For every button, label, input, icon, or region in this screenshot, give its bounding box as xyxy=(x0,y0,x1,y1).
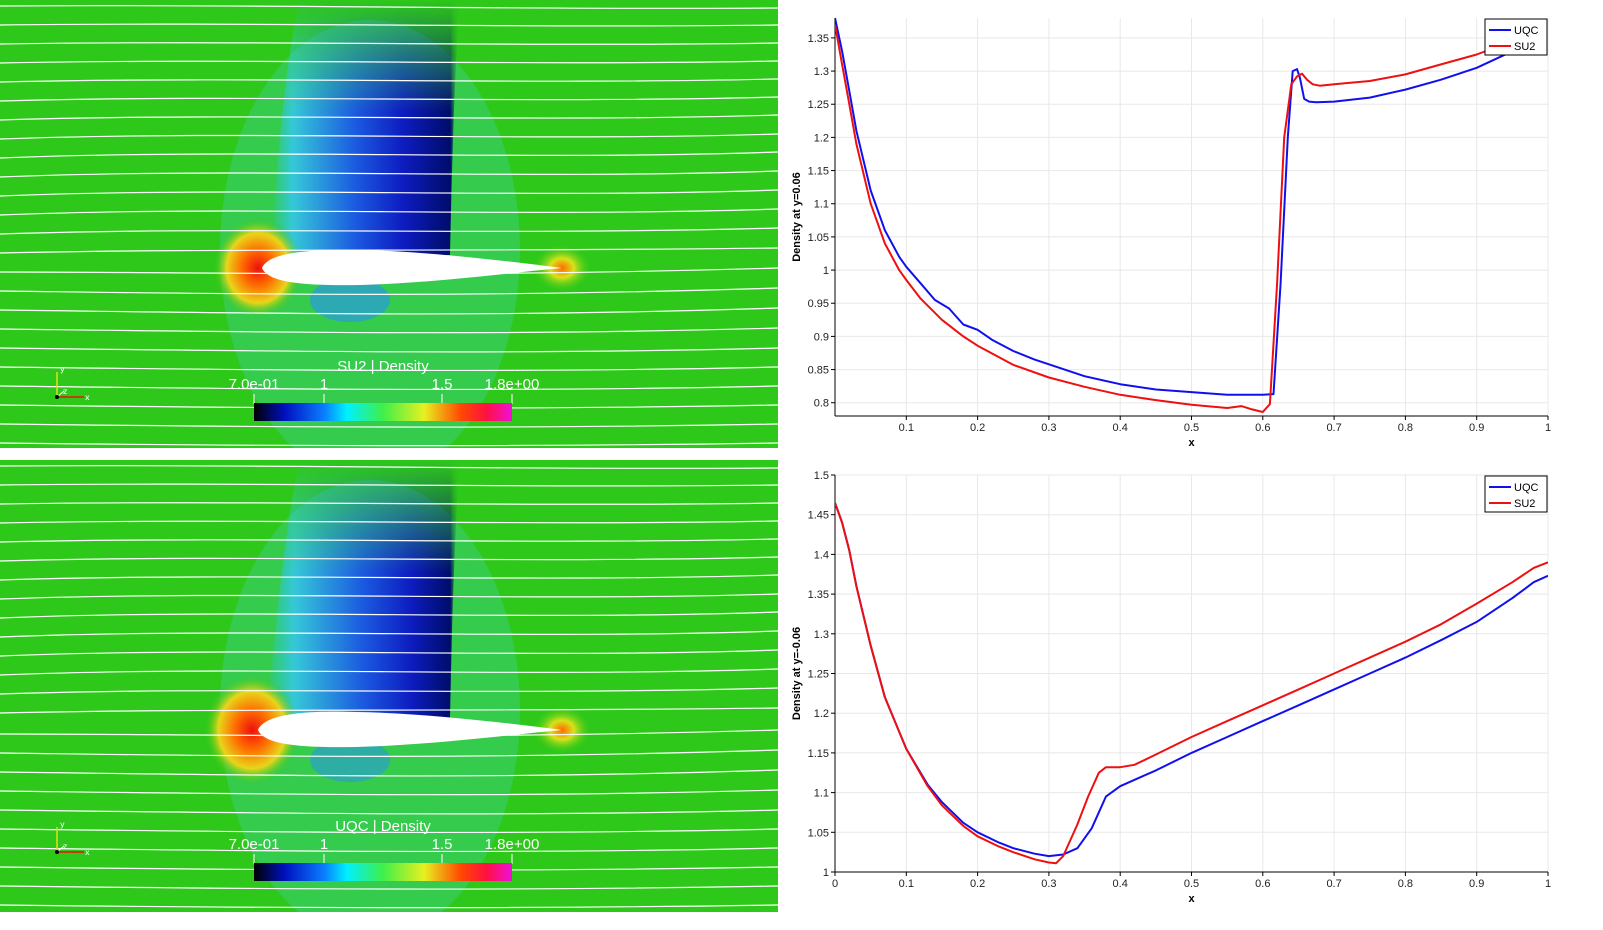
x-tick-label: 0.5 xyxy=(1184,878,1199,890)
chart-background xyxy=(778,0,1603,452)
x-tick-label: 0.7 xyxy=(1326,878,1341,890)
legend-label: UQC xyxy=(1514,25,1539,37)
y-tick-label: 1.1 xyxy=(814,788,829,800)
legend-label: SU2 xyxy=(1514,498,1535,510)
series-line-su2 xyxy=(835,502,1548,865)
x-tick-label: 0 xyxy=(832,878,838,890)
line-chart-bottom: 0 0.1 0.2 0.3 0.4 0.5 0.6 0.7 0.8 0.9 1 1 1.05 1.1 1.1… xyxy=(778,460,1603,912)
x-tick-label: 1 xyxy=(1545,878,1551,890)
gridlines xyxy=(835,18,1549,416)
colorbar-tick-label: 1 xyxy=(320,376,328,393)
y-tick-label: 1.15 xyxy=(808,748,829,760)
x-tick-label: 1 xyxy=(1545,422,1551,434)
colorbar-gradient xyxy=(254,863,512,881)
legend: UQC SU2 xyxy=(1484,18,1548,56)
x-axis-label: x xyxy=(1188,893,1195,905)
axis-label-x: x xyxy=(85,848,90,857)
y-axis-label: Density at y=-0.06 xyxy=(791,627,803,720)
colorbar-tick-label: 1.5 xyxy=(432,376,453,393)
y-tick-label: 1.35 xyxy=(808,33,829,45)
gridlines xyxy=(834,474,1549,873)
y-tick-label: 0.9 xyxy=(814,331,829,343)
colorbar-tick-label: 1 xyxy=(320,836,328,853)
line-chart-top: 0.1 0.2 0.3 0.4 0.5 0.6 0.7 0.8 0.9 1 0.8 0.85 0.9 0.… xyxy=(778,0,1603,452)
streamlines xyxy=(0,4,778,447)
y-tick-label: 1 xyxy=(823,265,829,277)
colorbar-title: SU2 | Density xyxy=(337,358,429,375)
legend: UQC SU2 xyxy=(1484,475,1548,513)
axis-label-y: y xyxy=(60,365,65,374)
axis-label-x: x xyxy=(85,393,90,402)
colorbar: SU2 | Density 7.0e-01 1 1.5 1.8e+00 xyxy=(229,358,540,421)
legend-box xyxy=(1484,18,1548,56)
density-field-uqc: UQC | Density 7.0e-01 1 1.5 1.8e+00 y x … xyxy=(0,460,778,912)
y-tick-label: 1.3 xyxy=(814,629,829,641)
y-tick-label: 1 xyxy=(823,867,829,879)
colorbar: UQC | Density 7.0e-01 1 1.5 1.8e+00 xyxy=(229,818,540,881)
x-tick-label: 0.4 xyxy=(1113,422,1128,434)
colorbar-tick-label: 7.0e-01 xyxy=(229,836,280,853)
y-axis-label: Density at y=0.06 xyxy=(791,172,803,262)
x-tick-label: 0.4 xyxy=(1113,878,1128,890)
x-tick-label: 0.9 xyxy=(1469,878,1484,890)
chart-svg-bottom: 0 0.1 0.2 0.3 0.4 0.5 0.6 0.7 0.8 0.9 1 1 1.05 1.1 1.1… xyxy=(778,460,1603,912)
x-tick-label: 0.3 xyxy=(1041,422,1056,434)
x-tick-label: 0.2 xyxy=(970,422,985,434)
y-tick-label: 0.8 xyxy=(814,398,829,410)
y-tick-label: 1.05 xyxy=(808,827,829,839)
x-axis-label: x xyxy=(1188,437,1195,449)
x-tick-label: 0.5 xyxy=(1184,422,1199,434)
colorbar-gradient xyxy=(254,403,512,421)
colorbar-tick-label: 7.0e-01 xyxy=(229,376,280,393)
x-tick-label: 0.8 xyxy=(1398,878,1413,890)
colorbar-tick-label: 1.8e+00 xyxy=(485,376,540,393)
orientation-axes-icon: y x z xyxy=(55,365,90,402)
legend-label: UQC xyxy=(1514,482,1539,494)
y-tick-label: 1.1 xyxy=(814,199,829,211)
y-tick-label: 1.2 xyxy=(814,708,829,720)
y-tick-label: 1.35 xyxy=(808,589,829,601)
colorbar-title: UQC | Density xyxy=(335,818,431,835)
y-tick-label: 1.2 xyxy=(814,132,829,144)
x-tick-label: 0.6 xyxy=(1255,878,1270,890)
orientation-axes-icon: y x z xyxy=(55,820,90,857)
x-tick-label: 0.1 xyxy=(899,878,914,890)
streamlines xyxy=(0,464,778,909)
field-view-su2: SU2 | Density 7.0e-01 1 1.5 1.8e+00 y x … xyxy=(0,0,778,448)
y-tick-label: 1.15 xyxy=(808,166,829,178)
x-tick-label: 0.1 xyxy=(899,422,914,434)
y-tick-label: 1.25 xyxy=(808,669,829,681)
y-tick-label: 0.85 xyxy=(808,365,829,377)
density-field-su2: SU2 | Density 7.0e-01 1 1.5 1.8e+00 y x … xyxy=(0,0,778,448)
legend-box xyxy=(1484,475,1548,513)
legend-label: SU2 xyxy=(1514,41,1535,53)
colorbar-tick-label: 1.8e+00 xyxy=(485,836,540,853)
axis-label-z: z xyxy=(63,842,67,851)
x-tick-label: 0.8 xyxy=(1398,422,1413,434)
x-tick-label: 0.2 xyxy=(970,878,985,890)
axis-label-y: y xyxy=(60,820,65,829)
series-line-uqc xyxy=(835,17,1513,396)
colorbar-tick-label: 1.5 xyxy=(432,836,453,853)
y-tick-label: 1.4 xyxy=(814,549,829,561)
chart-svg-top: 0.1 0.2 0.3 0.4 0.5 0.6 0.7 0.8 0.9 1 0.8 0.85 0.9 0.… xyxy=(778,0,1603,452)
chart-background xyxy=(778,460,1603,912)
y-tick-label: 1.5 xyxy=(814,470,829,482)
y-tick-label: 1.3 xyxy=(814,66,829,78)
y-tick-label: 1.45 xyxy=(808,510,829,522)
y-tick-label: 1.05 xyxy=(808,232,829,244)
field-view-uqc: UQC | Density 7.0e-01 1 1.5 1.8e+00 y x … xyxy=(0,460,778,912)
x-tick-label: 0.6 xyxy=(1255,422,1270,434)
y-tick-label: 0.95 xyxy=(808,298,829,310)
axis-label-z: z xyxy=(63,387,67,396)
x-tick-label: 0.9 xyxy=(1469,422,1484,434)
x-tick-label: 0.7 xyxy=(1326,422,1341,434)
series-line-su2 xyxy=(835,24,1513,413)
x-tick-label: 0.3 xyxy=(1041,878,1056,890)
y-tick-label: 1.25 xyxy=(808,99,829,111)
